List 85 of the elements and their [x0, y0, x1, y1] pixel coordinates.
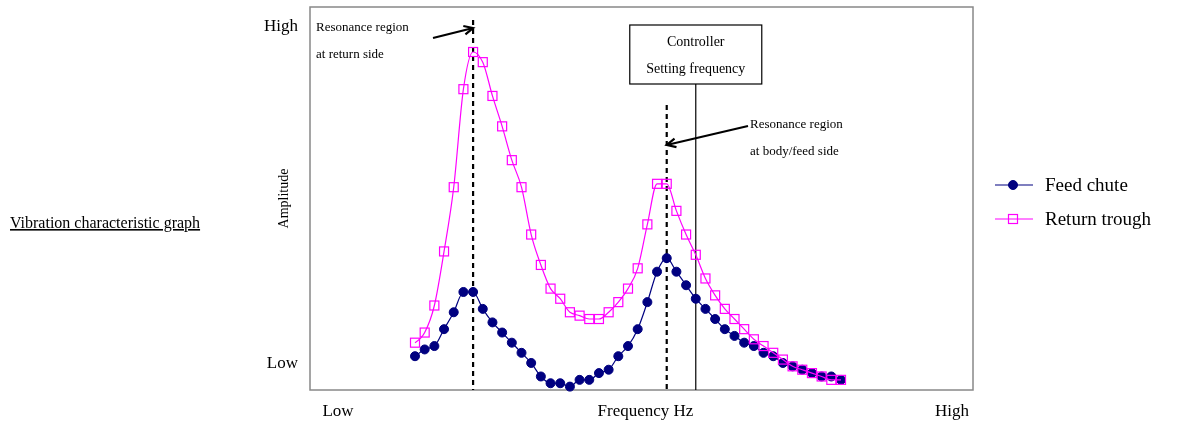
text: High: [935, 401, 970, 420]
point: [652, 266, 663, 277]
point: [623, 341, 633, 352]
text: Low: [266, 353, 299, 372]
point: [651, 178, 663, 189]
point: [516, 347, 527, 358]
point: [632, 324, 643, 335]
point: [477, 57, 488, 68]
point: [593, 368, 604, 379]
point: [439, 324, 450, 335]
point: [622, 283, 634, 294]
point: [700, 303, 711, 314]
point: [438, 246, 450, 257]
point: [535, 371, 546, 382]
point: [690, 293, 701, 304]
point: [632, 263, 643, 274]
point: [593, 313, 605, 325]
point: [681, 280, 692, 291]
point: [603, 307, 614, 318]
point: [719, 324, 730, 335]
point: [487, 90, 498, 102]
point: [429, 300, 440, 311]
point: [564, 381, 575, 392]
point: [680, 229, 692, 240]
point: [467, 46, 479, 58]
point: [574, 310, 585, 321]
point: [748, 334, 759, 345]
point: [526, 229, 537, 240]
point: [516, 182, 527, 193]
point: [768, 347, 779, 358]
point: [574, 374, 585, 385]
annotation: Controller Setting frequency: [646, 34, 746, 76]
point: [497, 121, 508, 132]
point: [410, 351, 420, 362]
point: [506, 337, 517, 348]
point: [409, 337, 421, 348]
point: [671, 205, 682, 216]
legend-label: Return trough: [1045, 208, 1152, 229]
annotation: Resonance region at body/feed side: [750, 116, 844, 158]
point: [690, 249, 701, 260]
point: [535, 259, 546, 271]
point: [448, 307, 459, 318]
point: [603, 364, 614, 375]
text: Vibration characteristic graph: [10, 214, 201, 232]
x-axis-title: Frequency Hz: [597, 401, 694, 420]
point: [487, 317, 498, 328]
point: [584, 313, 595, 325]
text: Low: [322, 401, 355, 420]
point: [448, 182, 459, 193]
text: Amplitude: [276, 168, 291, 229]
point: [419, 344, 430, 355]
point: [419, 327, 430, 338]
point: [468, 286, 479, 297]
point: [497, 327, 508, 338]
point: [729, 330, 740, 341]
point: [458, 84, 469, 95]
point: [700, 273, 711, 284]
point: [671, 266, 682, 277]
point: [642, 297, 653, 308]
point: [555, 293, 566, 304]
point: [719, 303, 730, 314]
point: [506, 155, 517, 166]
point: [739, 324, 750, 335]
point: [661, 178, 672, 189]
point: [545, 378, 556, 389]
point: [477, 303, 488, 314]
point: [661, 253, 672, 264]
point: [710, 314, 721, 325]
point: [458, 286, 469, 297]
text: High: [264, 16, 299, 35]
point: [758, 340, 769, 352]
point: [526, 357, 537, 368]
point: [613, 297, 624, 308]
point: [555, 378, 566, 389]
point: [429, 341, 440, 352]
point: [584, 374, 595, 385]
point: [613, 351, 624, 362]
point: [642, 219, 653, 230]
point: [545, 283, 556, 294]
point: [710, 290, 721, 301]
point: [729, 313, 740, 325]
point: [739, 337, 750, 348]
text: Resonance region at return side: [316, 19, 410, 61]
legend-label: Feed chute: [1045, 174, 1128, 195]
point: [564, 307, 576, 318]
